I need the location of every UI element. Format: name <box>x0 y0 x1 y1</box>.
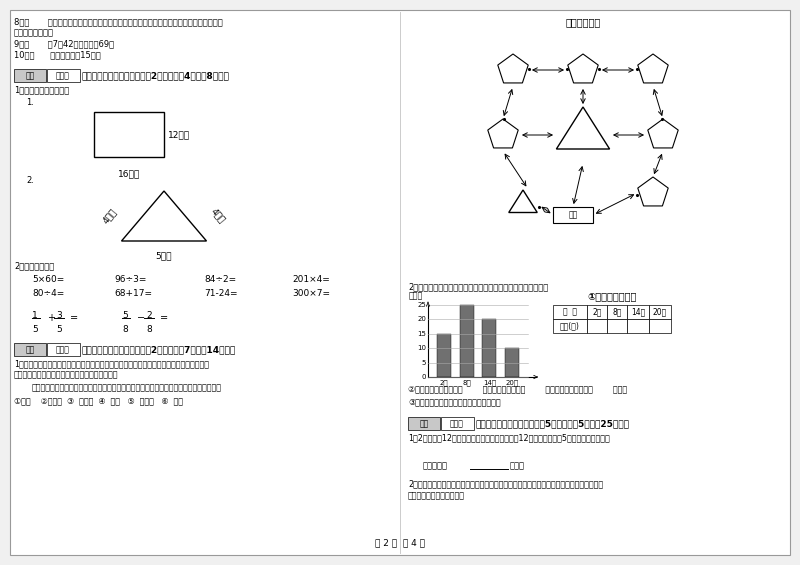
Bar <box>408 417 440 430</box>
Text: 8时: 8时 <box>462 379 471 385</box>
Bar <box>607 319 627 333</box>
Text: 1．2位老师带12位学生去游乐园玩，成人票每张12元，学生票每张5元，一共要多少钱？: 1．2位老师带12位学生去游乐园玩，成人票每张12元，学生票每张5元，一共要多少… <box>408 433 610 442</box>
Bar <box>437 334 451 377</box>
Text: 1: 1 <box>32 311 38 320</box>
Text: =: = <box>70 313 78 323</box>
Text: 1.: 1. <box>26 98 34 107</box>
Text: 气温(度): 气温(度) <box>560 321 580 331</box>
FancyBboxPatch shape <box>10 10 790 555</box>
Text: 5: 5 <box>422 359 426 366</box>
Text: 1．走进动物园大门，正北面是狮子山和熊猫馆，狮子山的东侧是飞禽馆，西侧是猴园，大象: 1．走进动物园大门，正北面是狮子山和熊猫馆，狮子山的东侧是飞禽馆，西侧是猴园，大… <box>14 359 209 368</box>
Text: 5: 5 <box>56 325 62 334</box>
Text: 5分米: 5分米 <box>156 251 172 260</box>
Text: 2．直接写得数。: 2．直接写得数。 <box>14 261 54 270</box>
Bar <box>14 69 46 82</box>
Text: （度）: （度） <box>409 291 423 300</box>
Text: 15: 15 <box>417 331 426 337</box>
Text: 评卷人: 评卷人 <box>56 345 70 354</box>
Text: 5: 5 <box>32 325 38 334</box>
Text: 8．（       ）用同一条铁丝先围成一个最大的正方形，再围成一个最大的长方形，长方形和: 8．（ ）用同一条铁丝先围成一个最大的正方形，再围成一个最大的长方形，长方形和 <box>14 17 222 26</box>
Text: ②这一天的最高气温是（        ）度，最低气温是（        ）度，平均气温大约（        ）度。: ②这一天的最高气温是（ ）度，最低气温是（ ）度，平均气温大约（ ）度。 <box>408 385 627 394</box>
Text: −: − <box>137 313 145 323</box>
Bar <box>94 112 164 157</box>
Text: 4分米: 4分米 <box>101 207 118 225</box>
Text: 9．（       ）7个42相加的和是69。: 9．（ ）7个42相加的和是69。 <box>14 39 114 48</box>
Text: 5×60=: 5×60= <box>32 275 64 284</box>
Bar <box>482 319 496 377</box>
Text: 2时: 2时 <box>439 379 448 385</box>
Text: 8: 8 <box>146 325 152 334</box>
Text: 16厘米: 16厘米 <box>118 169 140 178</box>
Text: 5: 5 <box>122 311 128 320</box>
Text: 根据小强的描述，请你把这些动物场馆所在的位置，在动物园的导游图上用序号表示出来。: 根据小强的描述，请你把这些动物场馆所在的位置，在动物园的导游图上用序号表示出来。 <box>32 383 222 392</box>
Text: 2．下面是气温自测仪上记录的某天四个不同时间的气温情况：: 2．下面是气温自测仪上记录的某天四个不同时间的气温情况： <box>408 282 548 291</box>
Bar <box>459 305 474 377</box>
Text: 2.: 2. <box>26 176 34 185</box>
Text: 10．（      ）李老师身高15米。: 10．（ ）李老师身高15米。 <box>14 50 101 59</box>
Text: 71-24=: 71-24= <box>204 289 238 298</box>
Text: 2时: 2时 <box>592 307 602 316</box>
Bar <box>553 319 587 333</box>
Bar <box>649 305 671 319</box>
Text: 得分: 得分 <box>26 71 34 80</box>
Text: 方形的周长相等。: 方形的周长相等。 <box>14 28 54 37</box>
Text: 六、活用知识，解决问题（共5小题，每题5分，共25分）。: 六、活用知识，解决问题（共5小题，每题5分，共25分）。 <box>476 419 630 428</box>
Bar <box>14 343 46 356</box>
Bar <box>553 305 587 319</box>
Bar <box>47 343 80 356</box>
Text: 25: 25 <box>418 302 426 308</box>
Text: 201×4=: 201×4= <box>292 275 330 284</box>
Text: 得分: 得分 <box>26 345 34 354</box>
Text: 四、看清题目，细心计算（共2小题，每题4分，共8分）。: 四、看清题目，细心计算（共2小题，每题4分，共8分）。 <box>82 71 230 80</box>
Text: 时  间: 时 间 <box>563 307 577 316</box>
Text: 五、认真思考，综合能力（共2小题，每题7分，共14分）。: 五、认真思考，综合能力（共2小题，每题7分，共14分）。 <box>82 345 236 354</box>
Text: 68+17=: 68+17= <box>114 289 152 298</box>
Text: 20: 20 <box>417 316 426 323</box>
Text: 80÷4=: 80÷4= <box>32 289 64 298</box>
Text: 元钱。: 元钱。 <box>510 461 525 470</box>
Bar <box>506 348 519 377</box>
Text: =: = <box>160 313 168 323</box>
Text: 0: 0 <box>422 374 426 380</box>
Text: 14时: 14时 <box>631 307 645 316</box>
Bar <box>649 319 671 333</box>
Text: 300×7=: 300×7= <box>292 289 330 298</box>
Text: 84÷2=: 84÷2= <box>204 275 236 284</box>
Text: 8时: 8时 <box>612 307 622 316</box>
Text: 1．求下面图形的周长。: 1．求下面图形的周长。 <box>14 85 70 94</box>
Text: 评卷人: 评卷人 <box>56 71 70 80</box>
Bar <box>627 305 649 319</box>
Text: 96÷3=: 96÷3= <box>114 275 146 284</box>
Bar <box>553 207 593 223</box>
Text: 10: 10 <box>417 345 426 351</box>
Bar <box>607 305 627 319</box>
Text: 3: 3 <box>56 311 62 320</box>
Bar <box>441 417 474 430</box>
Text: 2: 2 <box>146 311 152 320</box>
Bar <box>587 305 607 319</box>
Text: 12厘米: 12厘米 <box>168 130 190 139</box>
Text: 14时: 14时 <box>483 379 496 385</box>
Text: ③实际算一算，这天的平均气温是多少度？: ③实际算一算，这天的平均气温是多少度？ <box>408 397 501 406</box>
Text: 一共是这块地的几分之几？: 一共是这块地的几分之几？ <box>408 491 465 500</box>
Text: 20时: 20时 <box>653 307 667 316</box>
Text: 8: 8 <box>122 325 128 334</box>
Text: 评卷人: 评卷人 <box>450 419 464 428</box>
Text: 20时: 20时 <box>506 379 518 385</box>
Text: 2．王大伯家有一块菜地，他把其中的七分之二种白菜，七分之三种萝卜，种白菜和萝卜的地: 2．王大伯家有一块菜地，他把其中的七分之二种白菜，七分之三种萝卜，种白菜和萝卜的… <box>408 479 603 488</box>
Text: 动物园导游图: 动物园导游图 <box>566 17 601 27</box>
Text: ①根据统计图填表: ①根据统计图填表 <box>587 291 637 301</box>
Text: 4分米: 4分米 <box>210 207 227 225</box>
Text: 得分: 得分 <box>419 419 429 428</box>
Bar <box>587 319 607 333</box>
Bar <box>47 69 80 82</box>
Text: 答：一共要: 答：一共要 <box>423 461 448 470</box>
Text: 第 2 页  共 4 页: 第 2 页 共 4 页 <box>375 538 425 547</box>
Bar <box>627 319 649 333</box>
Text: ①狮山    ②熊猫馆  ③  飞禽馆  ④  猴园   ⑤  大象馆   ⑥  鱼馆: ①狮山 ②熊猫馆 ③ 飞禽馆 ④ 猴园 ⑤ 大象馆 ⑥ 鱼馆 <box>14 396 183 405</box>
Text: 馆和鱼馆的场地分别在动物园的东北角和西北角。: 馆和鱼馆的场地分别在动物园的东北角和西北角。 <box>14 370 118 379</box>
Text: 大门: 大门 <box>568 211 578 219</box>
Text: +: + <box>47 313 55 323</box>
